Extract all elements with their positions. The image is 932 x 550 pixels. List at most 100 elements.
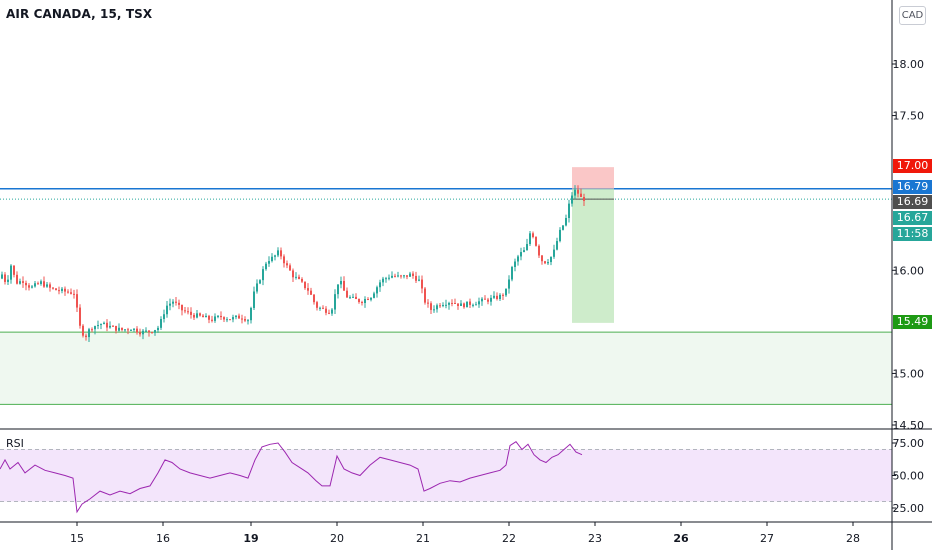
candle-body bbox=[475, 304, 477, 306]
candle-body bbox=[298, 276, 300, 279]
candle-body bbox=[301, 278, 303, 282]
candle-body bbox=[454, 302, 456, 304]
candle-body bbox=[220, 315, 222, 318]
candle-body bbox=[148, 330, 150, 333]
candle-body bbox=[514, 261, 516, 268]
candle-body bbox=[214, 316, 216, 321]
candle-body bbox=[430, 303, 432, 310]
candle-body bbox=[388, 277, 390, 279]
candle-body bbox=[211, 319, 213, 321]
candle-body bbox=[262, 269, 264, 281]
candle-body bbox=[100, 324, 102, 326]
candle-body bbox=[73, 293, 75, 295]
candle-body bbox=[322, 307, 324, 309]
candle-body bbox=[478, 301, 480, 305]
support-zone bbox=[0, 332, 892, 405]
candle-body bbox=[88, 329, 90, 338]
candle-body bbox=[577, 189, 579, 194]
candle-body bbox=[34, 283, 36, 287]
candle-body bbox=[355, 296, 357, 300]
candle-series bbox=[1, 185, 585, 343]
candle-body bbox=[196, 313, 198, 318]
candle-body bbox=[409, 273, 411, 277]
candle-body bbox=[85, 335, 87, 338]
candle-body bbox=[160, 319, 162, 328]
candle-body bbox=[40, 281, 42, 284]
candle-body bbox=[118, 327, 120, 331]
candle-body bbox=[22, 281, 24, 283]
candle-body bbox=[382, 278, 384, 283]
candle-body bbox=[502, 294, 504, 296]
candle-body bbox=[151, 332, 153, 334]
rsi-tick-label: 25.00 bbox=[893, 502, 925, 515]
candle-body bbox=[427, 302, 429, 304]
candle-body bbox=[232, 317, 234, 320]
candle-body bbox=[574, 189, 576, 196]
candle-body bbox=[361, 302, 363, 304]
currency-button[interactable]: CAD bbox=[899, 6, 926, 25]
candle-body bbox=[127, 329, 129, 331]
time-tick-label: 21 bbox=[416, 532, 430, 545]
candle-body bbox=[187, 311, 189, 313]
candle-body bbox=[391, 275, 393, 278]
candle-body bbox=[379, 282, 381, 288]
candle-body bbox=[169, 303, 171, 306]
candle-body bbox=[532, 233, 534, 238]
candle-body bbox=[61, 288, 63, 291]
candle-body bbox=[25, 282, 27, 286]
candle-body bbox=[265, 263, 267, 270]
rsi-label: RSI bbox=[6, 437, 24, 450]
short-position-tool[interactable] bbox=[572, 167, 614, 323]
candle-body bbox=[472, 304, 474, 306]
candle-body bbox=[205, 315, 207, 318]
candle-body bbox=[556, 241, 558, 250]
candle-body bbox=[64, 288, 66, 292]
price-tick-label: 17.50 bbox=[893, 110, 925, 123]
price-tick-label: 18.00 bbox=[893, 58, 925, 71]
candle-body bbox=[364, 298, 366, 303]
candle-body bbox=[550, 256, 552, 263]
candle-body bbox=[418, 279, 420, 281]
candle-body bbox=[397, 275, 399, 277]
price-tag-last: 16.69 bbox=[893, 195, 932, 209]
candle-body bbox=[124, 329, 126, 331]
candle-body bbox=[37, 283, 39, 285]
candle-body bbox=[16, 274, 18, 284]
candle-body bbox=[94, 326, 96, 330]
candle-body bbox=[439, 305, 441, 307]
candle-body bbox=[412, 273, 414, 276]
candle-body bbox=[310, 290, 312, 295]
candle-body bbox=[307, 288, 309, 291]
candle-body bbox=[571, 195, 573, 204]
candle-body bbox=[583, 197, 585, 201]
candle-body bbox=[271, 256, 273, 262]
candle-body bbox=[493, 295, 495, 298]
candle-body bbox=[358, 299, 360, 303]
candle-body bbox=[541, 255, 543, 262]
candle-body bbox=[19, 281, 21, 284]
candle-body bbox=[1, 274, 3, 279]
candle-body bbox=[274, 255, 276, 257]
candle-body bbox=[130, 329, 132, 331]
candle-body bbox=[289, 265, 291, 271]
time-tick-label: 20 bbox=[330, 532, 344, 545]
candle-body bbox=[280, 250, 282, 257]
candle-body bbox=[535, 237, 537, 246]
time-tick-label: 22 bbox=[502, 532, 516, 545]
time-tick-label: 15 bbox=[70, 532, 84, 545]
candle-body bbox=[202, 315, 204, 318]
candle-body bbox=[13, 265, 15, 275]
time-tick-label: 26 bbox=[673, 532, 689, 545]
candle-body bbox=[295, 276, 297, 278]
candle-body bbox=[442, 304, 444, 307]
candle-body bbox=[445, 304, 447, 306]
candle-body bbox=[376, 287, 378, 294]
candle-body bbox=[316, 302, 318, 308]
candle-body bbox=[484, 298, 486, 300]
candle-body bbox=[319, 307, 321, 309]
candle-body bbox=[385, 278, 387, 280]
candle-body bbox=[55, 288, 57, 291]
candle-body bbox=[568, 203, 570, 219]
